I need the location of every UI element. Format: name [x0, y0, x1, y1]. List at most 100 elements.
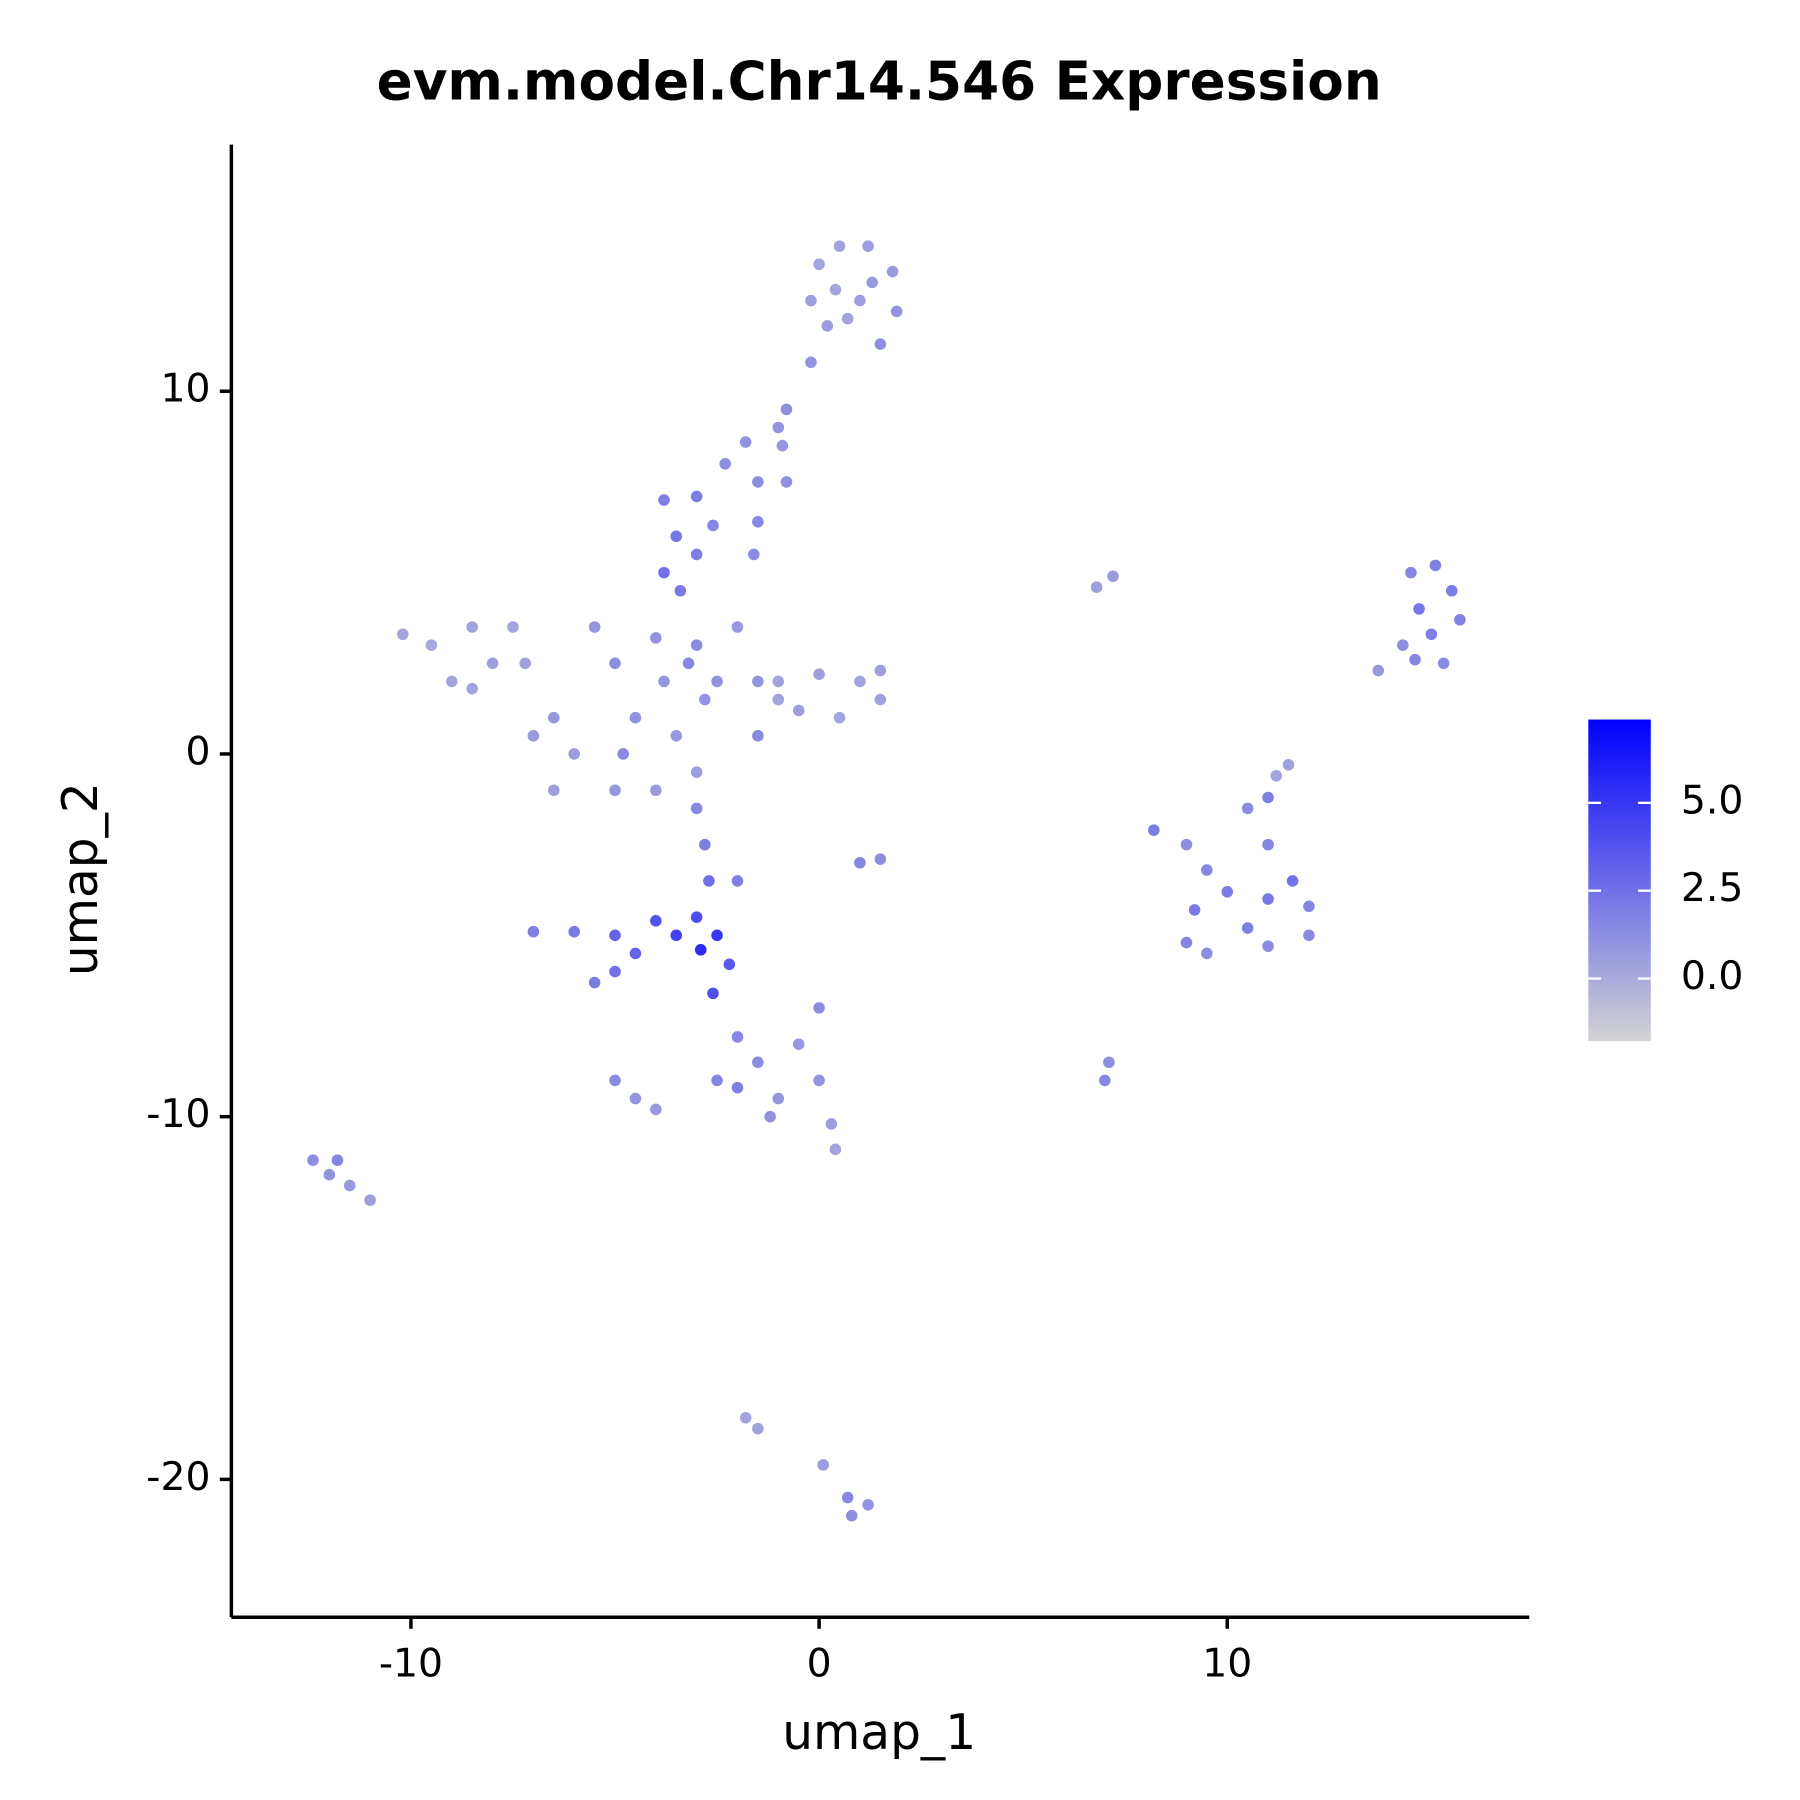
cell-point	[364, 1194, 376, 1206]
cell-point	[739, 436, 752, 448]
cell-point	[1437, 657, 1450, 670]
cell-point	[711, 929, 723, 942]
cell-point	[568, 925, 580, 938]
cell-point	[466, 682, 478, 695]
cell-point	[752, 516, 764, 528]
cell-point	[658, 494, 670, 506]
cell-point	[748, 548, 760, 561]
cell-point	[829, 283, 842, 296]
y-tick-label: 0	[186, 728, 211, 774]
cell-point	[845, 1509, 858, 1522]
cell-point	[731, 875, 744, 887]
cell-point	[1241, 922, 1254, 934]
cell-point	[690, 548, 703, 561]
cell-point	[1282, 759, 1295, 771]
cell-point	[833, 240, 846, 252]
cell-point	[825, 1118, 838, 1130]
cell-point	[548, 711, 560, 724]
cell-point	[694, 944, 707, 956]
cell-point	[711, 675, 723, 688]
cell-point	[670, 730, 683, 742]
x-axis-title: umap_1	[782, 1705, 976, 1761]
cell-point	[323, 1168, 336, 1181]
color-tick-label: 5.0	[1681, 777, 1744, 823]
cell-point	[1262, 838, 1274, 851]
cell-point	[813, 258, 825, 271]
cell-point	[1262, 940, 1274, 952]
cell-point	[466, 621, 478, 633]
cell-point	[1270, 769, 1283, 782]
cell-point	[682, 657, 695, 670]
cell-point	[723, 958, 736, 971]
cell-point	[670, 530, 683, 543]
cell-point	[813, 1074, 825, 1087]
cell-point	[1303, 900, 1315, 913]
cell-point	[813, 1002, 825, 1014]
color-bar	[1588, 719, 1651, 1042]
cell-point	[670, 929, 683, 942]
cell-point	[568, 748, 580, 760]
cell-point	[854, 856, 866, 869]
cell-point	[813, 668, 825, 680]
cell-point	[719, 458, 732, 470]
cell-point	[890, 305, 903, 318]
cell-point	[886, 265, 899, 278]
cell-point	[1180, 936, 1193, 949]
cell-point	[486, 657, 499, 670]
cell-point	[792, 704, 805, 717]
cell-point	[780, 403, 793, 416]
cell-point	[1286, 875, 1299, 887]
cell-point	[874, 338, 887, 350]
cell-point	[588, 621, 601, 633]
cell-point	[650, 784, 662, 797]
cell-point	[1425, 628, 1438, 641]
cell-point	[1180, 838, 1193, 851]
cell-point	[1445, 584, 1458, 597]
cell-point	[307, 1154, 319, 1166]
cell-point	[829, 1143, 842, 1156]
cell-point	[854, 675, 866, 688]
cell-point	[1099, 1074, 1111, 1087]
cell-point	[731, 621, 744, 633]
cell-point	[699, 693, 711, 706]
cell-point	[629, 711, 642, 724]
cell-point	[707, 987, 719, 1000]
cell-point	[1405, 566, 1417, 579]
cell-point	[527, 730, 540, 742]
cell-point	[1262, 791, 1274, 804]
cell-point	[690, 490, 703, 503]
cell-point	[1396, 639, 1409, 651]
cell-point	[703, 875, 715, 887]
cell-point	[711, 1074, 723, 1087]
cell-point	[629, 1092, 642, 1105]
cell-point	[609, 1074, 621, 1087]
cell-point	[650, 1103, 662, 1116]
cell-point	[707, 519, 719, 532]
cell-point	[862, 1498, 874, 1511]
cell-point	[731, 1031, 744, 1043]
cell-point	[874, 853, 887, 865]
cell-point	[874, 693, 887, 706]
cell-point	[780, 476, 793, 488]
cell-point	[343, 1179, 356, 1192]
cell-point	[690, 802, 703, 815]
cell-point	[1241, 802, 1254, 815]
y-tick-label: -20	[146, 1454, 210, 1500]
cell-point	[752, 476, 764, 488]
cell-point	[1303, 929, 1315, 942]
cell-point	[527, 925, 540, 938]
cell-point	[792, 1038, 805, 1050]
cell-point	[854, 294, 866, 307]
cell-point	[1107, 570, 1119, 583]
cell-point	[609, 784, 621, 797]
cell-point	[833, 711, 846, 724]
cell-point	[519, 657, 532, 670]
cell-point	[397, 628, 409, 641]
cell-point	[821, 320, 834, 332]
cell-point	[752, 1422, 764, 1435]
x-tick-label: -10	[379, 1640, 443, 1686]
cell-point	[1201, 947, 1213, 960]
cell-point	[425, 639, 438, 651]
cell-point	[674, 584, 687, 597]
